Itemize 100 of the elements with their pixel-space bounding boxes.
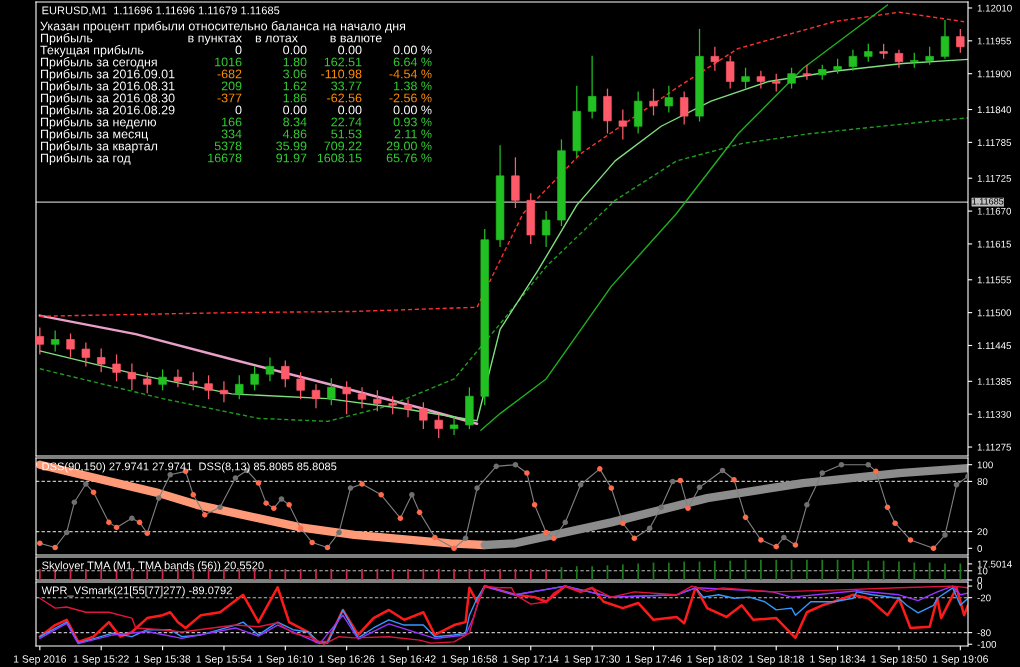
annotation: 91.97 — [276, 153, 307, 163]
candlestick — [281, 359, 290, 388]
x-tick-label: 1 Sep 17:46 — [626, 655, 682, 665]
y-tick-label: 1.11840 — [977, 106, 1012, 114]
y-tick-label: 10 — [977, 567, 988, 575]
x-tick-label: 1 Sep 17:30 — [564, 655, 620, 665]
annotation: 29.00 % — [386, 141, 432, 151]
x-tick-label: 1 Sep 18:02 — [687, 655, 743, 665]
candlestick — [373, 389, 382, 412]
annotation: 0.00 — [283, 105, 307, 115]
y-tick-label: 1.11385 — [977, 378, 1012, 385]
candlestick — [158, 368, 167, 391]
x-tick-label: 1 Sep 19:06 — [933, 655, 988, 665]
y-tick-label: 1.11555 — [977, 276, 1012, 284]
annotation: 0 — [235, 45, 242, 55]
x-tick-label: 1 Sep 18:34 — [810, 655, 866, 665]
annotation: Текущая прибыль — [40, 45, 144, 57]
annotation: 51.53 — [331, 129, 362, 139]
x-tick-label: 1 Sep 16:26 — [319, 655, 375, 665]
annotation: 209 — [221, 81, 242, 91]
annotation: 1.86 — [283, 93, 307, 103]
annotation: 162.51 — [324, 57, 362, 67]
annotation: Указан процент прибыли относительно баланса на начало дня — [40, 21, 406, 33]
annotation: -682 — [217, 69, 242, 79]
line-series — [480, 4, 889, 432]
y-tick-label: 1.11725 — [977, 174, 1012, 182]
annotation: Прибыль — [41, 33, 93, 45]
annotation: -62.56 — [327, 93, 362, 103]
annotation: 16678 — [208, 153, 242, 163]
annotation: Прибыль за месяц — [41, 129, 148, 141]
candlestick — [419, 401, 428, 430]
annotation: 2.11 % — [394, 129, 432, 139]
candlestick — [50, 329, 60, 353]
annotation: -4.54 % — [389, 69, 432, 79]
annotation: 0.00 — [338, 105, 362, 115]
candlestick — [250, 365, 259, 391]
x-tick-label: 1 Sep 2016 — [13, 655, 67, 665]
x-tick-label: 1 Sep 17:14 — [503, 655, 559, 665]
annotation: 1016 — [215, 57, 242, 67]
annotation: Прибыль за 2016.08.29 — [41, 105, 175, 117]
candlestick — [956, 28, 965, 54]
annotation: -2.56 % — [389, 93, 432, 103]
annotation: 4.86 — [282, 129, 307, 139]
annotation: 0 — [235, 105, 242, 115]
y-tick-label: 1.11955 — [977, 37, 1012, 45]
candlestick — [802, 64, 812, 81]
y-tick-label: 80 — [977, 478, 988, 486]
candlestick — [649, 87, 658, 117]
candlestick — [327, 377, 336, 406]
candlestick — [66, 332, 75, 359]
y-tick-label: -100 — [977, 640, 997, 648]
annotation: Прибыль за 2016.09.01 — [41, 69, 175, 81]
annotation: 8.34 — [283, 117, 307, 127]
chart-title: WPR_VSmark(21[55[77]277) -89.0792 — [41, 586, 232, 597]
y-tick-label: -20 — [977, 594, 991, 602]
annotation: 1608.15 — [317, 153, 362, 163]
candlestick — [81, 341, 91, 368]
x-tick-label: 1 Sep 15:54 — [196, 655, 252, 665]
y-tick-label: 1.11330 — [977, 410, 1012, 418]
candlestick — [541, 210, 551, 248]
y-tick-label: 1.11900 — [977, 70, 1012, 78]
candlestick — [940, 19, 950, 60]
y-tick-label: 1.11500 — [977, 309, 1012, 317]
candlestick — [587, 55, 597, 120]
line-series — [38, 314, 479, 425]
chart-title: EURUSD,M1 1.11696 1.11696 1.11679 1.11685 — [42, 6, 280, 16]
y-tick-label: -80 — [977, 629, 991, 637]
annotation: Прибыль за год — [41, 153, 131, 165]
y-tick-label: 20 — [977, 528, 988, 536]
y-tick-label: 100 — [977, 461, 993, 469]
annotation: Прибыль за квартал — [41, 141, 158, 153]
annotation: -110.98 — [321, 69, 362, 79]
candlestick — [311, 383, 321, 409]
chart-title: Skylover TMA (M1, TMA bands (56)) 20.5520 — [42, 561, 264, 572]
annotation: Прибыль за неделю — [41, 117, 157, 129]
candlestick — [741, 67, 750, 90]
y-tick-label: 1.11670 — [977, 207, 1012, 215]
annotation: в лотах — [255, 35, 298, 43]
annotation: 0.93 % — [393, 117, 432, 127]
annotation: 5378 — [214, 141, 242, 151]
y-tick-label: 1.11785 — [977, 139, 1012, 146]
y-tick-label: 1.12010 — [977, 4, 1012, 12]
candlestick — [848, 49, 858, 72]
y-tick-label: 1.11445 — [977, 342, 1012, 350]
annotation: Прибыль за 2016.08.30 — [41, 93, 175, 105]
x-tick-label: 1 Sep 16:58 — [442, 655, 498, 665]
annotation: 65.76 % — [386, 153, 432, 163]
candlestick — [756, 70, 766, 90]
y-tick-label: 1.11275 — [977, 443, 1012, 451]
annotation: 709.22 — [324, 141, 362, 151]
candlestick — [219, 380, 229, 403]
y-tick-label: 0 — [977, 576, 983, 584]
annotation: 1.62 — [283, 81, 307, 91]
annotation: 0.00 — [283, 45, 307, 55]
annotation: 33.77 — [331, 81, 362, 91]
annotation: 0.00 % — [393, 105, 432, 115]
x-tick-label: 1 Sep 15:22 — [73, 655, 129, 665]
candlestick — [449, 416, 459, 436]
x-tick-label: 1 Sep 16:42 — [380, 655, 436, 665]
annotation: Прибыль за сегодня — [41, 57, 157, 69]
